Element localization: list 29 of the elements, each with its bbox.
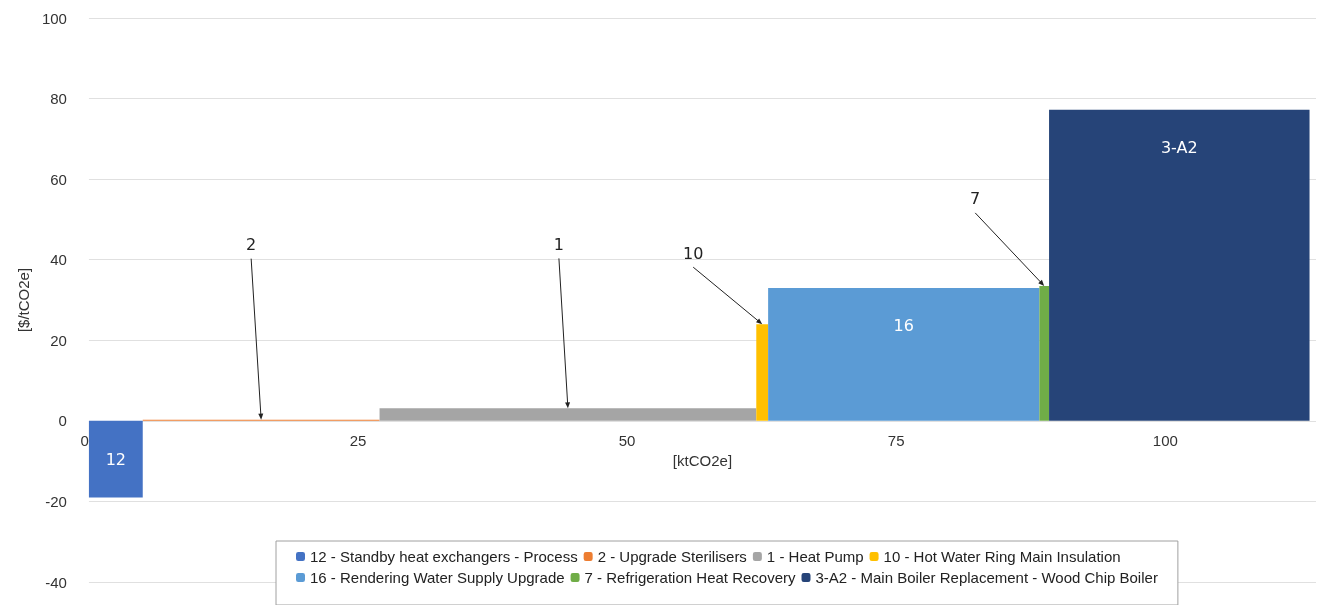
- y-tick-label: 60: [50, 170, 67, 188]
- x-tick-label: 0: [80, 432, 89, 449]
- y-tick-label: 100: [41, 9, 67, 27]
- y-tick-label: -40: [45, 573, 67, 591]
- y-tick-label: 40: [50, 251, 67, 269]
- legend-label: 1 - Heat Pump: [766, 548, 864, 565]
- x-tick-label: 75: [887, 432, 905, 449]
- y-tick-label: 20: [50, 331, 67, 349]
- x-tick-label: 50: [618, 432, 636, 449]
- annotation: 2: [246, 235, 257, 255]
- x-tick-label: 25: [349, 432, 367, 449]
- legend-label: 12 - Standby heat exchangers - Process: [310, 548, 578, 565]
- annotation: 16: [893, 316, 914, 336]
- y-tick-label: 0: [58, 412, 67, 430]
- y-tick-label: -20: [45, 492, 67, 510]
- legend-label: 10 - Hot Water Ring Main Insulation: [883, 548, 1121, 565]
- legend-label: 7 - Refrigeration Heat Recovery: [584, 569, 797, 586]
- annotation: 3-A2: [1160, 138, 1198, 158]
- annotation: 7: [970, 189, 981, 209]
- legend-label: 2 - Upgrade Sterilisers: [597, 548, 747, 565]
- y-axis-title: [$/tCO2e]: [15, 267, 32, 333]
- annotation: 12: [105, 449, 127, 469]
- legend-label: 3-A2 - Main Boiler Replacement - Wood Chip Boiler: [815, 569, 1158, 586]
- legend-label: 16 - Rendering Water Supply Upgrade: [310, 569, 565, 586]
- annotation: 10: [683, 243, 704, 263]
- x-axis-title: [ktCO2e]: [672, 451, 733, 469]
- annotation: 1: [553, 234, 565, 254]
- y-tick-label: 80: [50, 90, 67, 108]
- x-tick-label: 100: [1152, 432, 1178, 449]
